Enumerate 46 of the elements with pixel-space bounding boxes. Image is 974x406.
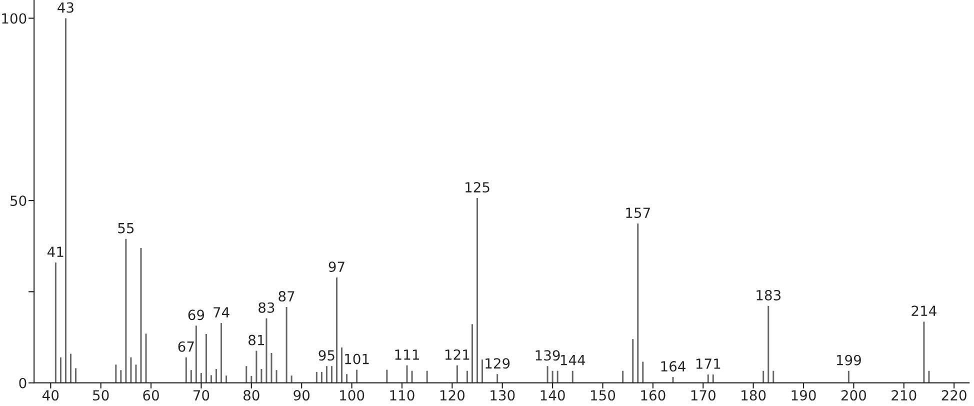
y-tick-label: 50 — [10, 196, 26, 206]
x-tick-label: 160 — [641, 390, 666, 401]
x-tick-label: 180 — [742, 390, 766, 401]
x-tick-label: 220 — [942, 390, 966, 401]
annotation: 157 — [626, 208, 650, 218]
annotation: 125 — [466, 182, 490, 193]
annotation: 41 — [48, 246, 64, 257]
x-tick-label: 80 — [244, 390, 260, 401]
x-tick-label: 60 — [143, 390, 159, 401]
annotation: 101 — [345, 354, 369, 364]
x-tick-label: 100 — [340, 390, 364, 401]
x-tick-label: 170 — [691, 390, 716, 401]
annotation: 74 — [214, 307, 230, 318]
annotation: 214 — [912, 306, 936, 316]
y-tick-label: 0 — [19, 378, 26, 388]
annotation: 144 — [560, 355, 586, 366]
x-tick-label: 140 — [540, 390, 565, 401]
annotation: 43 — [58, 2, 74, 13]
annotation: 139 — [536, 350, 560, 361]
annotation: 121 — [445, 349, 470, 360]
y-tick-label: 100 — [2, 13, 26, 24]
annotation: 87 — [278, 291, 294, 302]
annotation: 97 — [328, 262, 344, 272]
annotation: 164 — [661, 361, 686, 372]
x-tick-label: 40 — [42, 390, 59, 401]
x-tick-label: 130 — [490, 390, 515, 401]
annotation: 111 — [395, 350, 419, 360]
annotation: 55 — [118, 223, 134, 234]
x-tick-label: 210 — [892, 390, 916, 401]
annotation: 83 — [258, 302, 274, 313]
annotation: 183 — [756, 290, 781, 300]
annotation: 171 — [696, 358, 720, 369]
annotation: 129 — [486, 358, 510, 369]
annotation: 95 — [318, 350, 334, 361]
x-tick-label: 120 — [440, 390, 465, 401]
x-tick-label: 50 — [93, 390, 109, 401]
annotation: 199 — [836, 354, 861, 366]
x-tick-label: 90 — [294, 390, 310, 401]
x-tick-label: 200 — [841, 390, 866, 401]
annotation: 69 — [188, 310, 204, 320]
x-tick-label: 190 — [792, 390, 816, 401]
annotation: 81 — [248, 334, 264, 346]
x-tick-label: 150 — [591, 390, 616, 401]
x-tick-label: 110 — [390, 390, 414, 401]
x-tick-label: 70 — [194, 390, 210, 401]
annotation: 67 — [178, 341, 194, 352]
